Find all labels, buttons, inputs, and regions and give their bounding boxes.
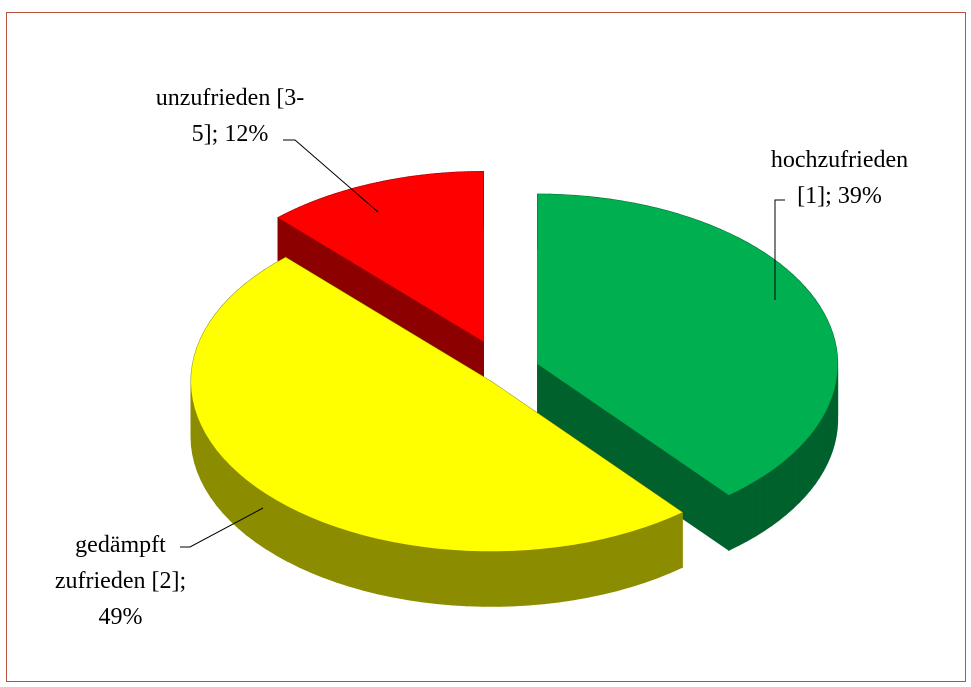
slice-side: [528, 548, 545, 606]
slice-side: [237, 471, 248, 537]
slice-side: [255, 486, 267, 550]
slice-side: [204, 431, 212, 499]
slice-side: [349, 530, 365, 591]
slice-side: [814, 420, 821, 486]
slice-top: [537, 194, 838, 496]
slice-side: [755, 474, 765, 537]
slice-side: [657, 516, 671, 579]
slice-side: [286, 505, 300, 568]
slice-side: [792, 446, 800, 510]
slice-side: [482, 550, 499, 607]
slice-side: [497, 550, 515, 607]
slice-side: [421, 546, 438, 605]
slice-side: [588, 538, 604, 598]
slice-side: [737, 485, 748, 547]
slice-top: [278, 171, 484, 342]
slice-side: [630, 526, 646, 588]
slice-side: [466, 550, 484, 607]
slice-side: [275, 499, 288, 563]
slice-side: [215, 448, 224, 515]
slice-side: [310, 516, 325, 579]
slice-side: [436, 548, 453, 606]
chart-frame: [6, 12, 966, 682]
slice-side: [363, 534, 379, 595]
slice-side: [644, 522, 659, 584]
data-label: hochzufrieden [1]; 39%: [770, 147, 909, 209]
slice-side: [728, 489, 739, 551]
slice-side: [229, 464, 239, 530]
slice-side: [513, 549, 530, 607]
slice-side: [771, 463, 780, 527]
slice-side: [210, 440, 217, 507]
slice-side: [558, 544, 575, 603]
slice-side: [809, 427, 816, 492]
slice-side: [222, 456, 231, 522]
slice-side: [406, 543, 423, 603]
slice-side: [451, 549, 468, 607]
slice-side: [616, 531, 632, 592]
slice-side: [763, 469, 773, 532]
slice-side: [265, 492, 277, 557]
slice-side: [798, 440, 806, 504]
slice-side: [573, 541, 590, 601]
slice-side: [336, 526, 351, 588]
slice-side: [323, 521, 338, 583]
slice-side: [197, 416, 202, 481]
slice-side: [377, 538, 393, 598]
slice-side: [669, 511, 683, 574]
data-label: unzufrieden [3-5]; 12%: [155, 85, 305, 147]
slice-side: [785, 452, 794, 516]
leader-line: [283, 139, 379, 213]
slice-side: [823, 408, 828, 471]
data-label: gedämpft zufrieden [2]; 49%: [54, 532, 187, 630]
slice-side: [804, 433, 811, 498]
slice-side: [746, 480, 757, 542]
slice-side: [602, 534, 618, 595]
slice-side: [200, 424, 206, 489]
slice-side: [298, 511, 312, 574]
slice-side: [543, 546, 560, 605]
slice-side: [819, 413, 825, 480]
slice-top: [191, 257, 683, 552]
leader-line: [180, 507, 264, 548]
leader-line: [774, 199, 785, 300]
slice-side: [391, 541, 408, 601]
slice-side: [246, 479, 257, 544]
slice-side: [778, 458, 787, 521]
